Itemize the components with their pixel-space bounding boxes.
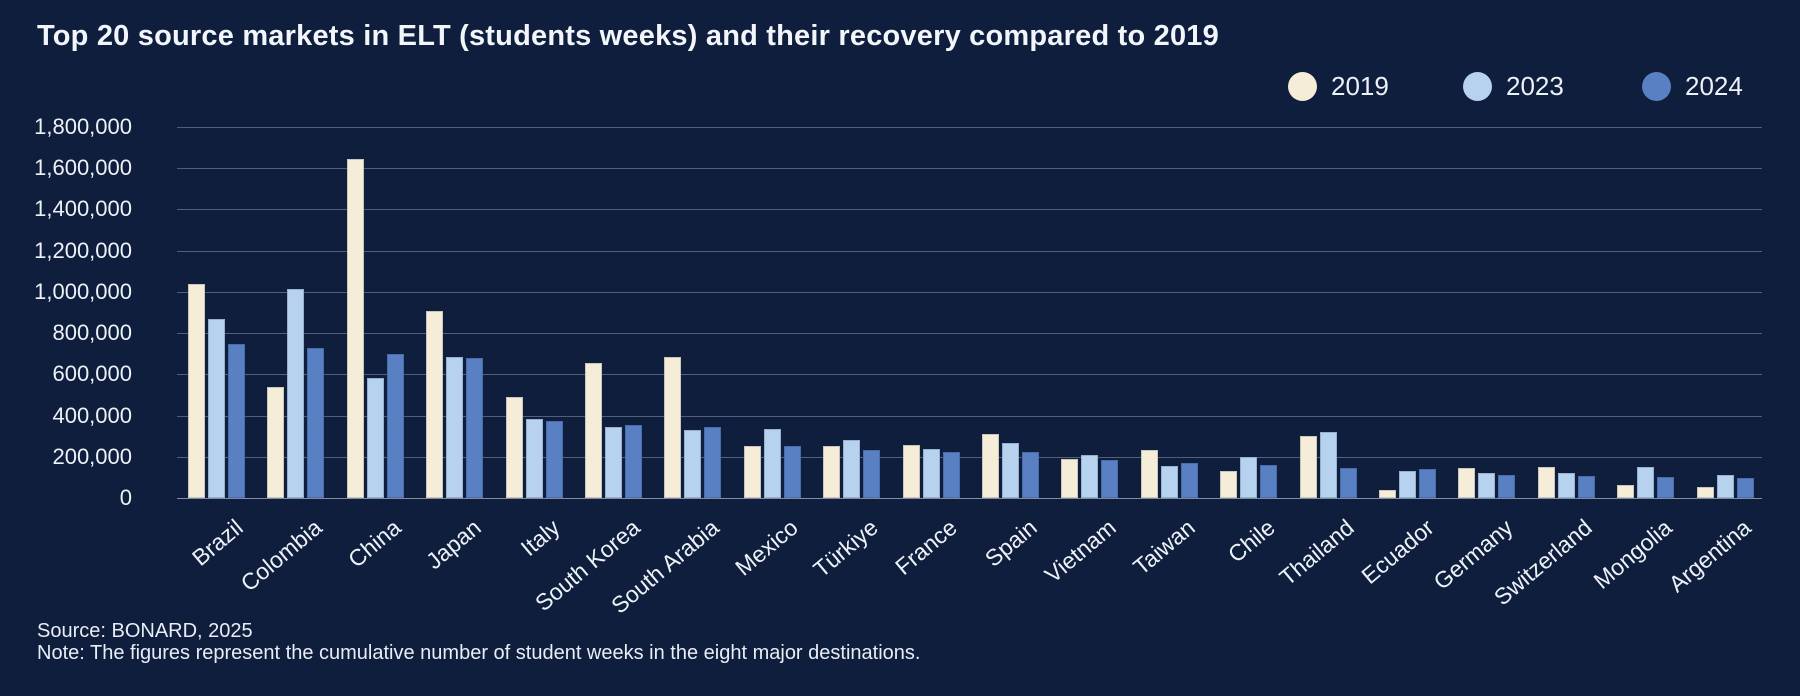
y-tick-label: 1,400,000 xyxy=(34,196,132,221)
bar-t-rkiye-2019 xyxy=(823,446,840,498)
bar-china-2024 xyxy=(387,354,404,498)
bar-spain-2019 xyxy=(982,434,999,498)
source-note: Source: BONARD, 2025 xyxy=(37,620,253,642)
bar-colombia-2019 xyxy=(267,387,284,498)
bar-spain-2023 xyxy=(1002,443,1019,498)
bar-germany-2019 xyxy=(1458,468,1475,498)
bar-italy-2023 xyxy=(526,419,543,498)
legend-label-2024: 2024 xyxy=(1685,71,1743,101)
bar-mongolia-2023 xyxy=(1637,467,1654,498)
gridline xyxy=(177,127,1762,128)
legend-dot-2024 xyxy=(1642,72,1671,101)
bar-south-arabia-2019 xyxy=(664,357,681,498)
bar-argentina-2019 xyxy=(1697,487,1714,498)
bar-brazil-2019 xyxy=(188,284,205,498)
bar-japan-2024 xyxy=(466,358,483,498)
bar-italy-2019 xyxy=(506,397,523,498)
bar-germany-2024 xyxy=(1498,475,1515,498)
bar-japan-2023 xyxy=(446,357,463,498)
bar-argentina-2024 xyxy=(1737,478,1754,498)
bar-mexico-2023 xyxy=(764,429,781,498)
y-tick-label: 0 xyxy=(119,485,132,510)
bar-mexico-2024 xyxy=(784,446,801,498)
legend-dot-2019 xyxy=(1288,72,1317,101)
bar-china-2019 xyxy=(347,159,364,498)
y-tick-label: 1,600,000 xyxy=(34,155,132,180)
y-tick-label: 1,800,000 xyxy=(34,114,132,139)
bar-south-korea-2023 xyxy=(605,427,622,498)
gridline xyxy=(177,168,1762,169)
gridline xyxy=(177,416,1762,417)
bar-thailand-2023 xyxy=(1320,432,1337,498)
bar-taiwan-2019 xyxy=(1141,450,1158,498)
gridline xyxy=(177,209,1762,210)
bar-ecuador-2023 xyxy=(1399,471,1416,498)
y-tick-label: 200,000 xyxy=(52,444,132,469)
bar-ecuador-2024 xyxy=(1419,469,1436,498)
legend-item-2024: 2024 xyxy=(1642,71,1743,102)
legend-item-2023: 2023 xyxy=(1463,71,1564,102)
y-tick-label: 600,000 xyxy=(52,361,132,386)
bar-switzerland-2019 xyxy=(1538,467,1555,498)
bar-mongolia-2024 xyxy=(1657,477,1674,498)
bar-south-arabia-2024 xyxy=(704,427,721,498)
legend-label-2019: 2019 xyxy=(1331,71,1389,101)
bar-brazil-2023 xyxy=(208,319,225,498)
y-tick-label: 800,000 xyxy=(52,320,132,345)
gridline xyxy=(177,251,1762,252)
bar-south-korea-2024 xyxy=(625,425,642,498)
bar-italy-2024 xyxy=(546,421,563,498)
bar-taiwan-2024 xyxy=(1181,463,1198,498)
bar-thailand-2024 xyxy=(1340,468,1357,498)
bar-chile-2024 xyxy=(1260,465,1277,498)
bar-mongolia-2019 xyxy=(1617,485,1634,498)
bar-switzerland-2024 xyxy=(1578,476,1595,498)
bar-brazil-2024 xyxy=(228,344,245,498)
legend-item-2019: 2019 xyxy=(1288,71,1389,102)
bar-japan-2019 xyxy=(426,311,443,498)
bar-south-arabia-2023 xyxy=(684,430,701,498)
bar-thailand-2019 xyxy=(1300,436,1317,498)
chart-footer: Source: BONARD, 2025 Note: The figures r… xyxy=(37,620,921,664)
bar-chile-2019 xyxy=(1220,471,1237,498)
figures-note: Note: The figures represent the cumulati… xyxy=(37,641,921,664)
bar-china-2023 xyxy=(367,378,384,498)
legend-dot-2023 xyxy=(1463,72,1492,101)
bar-vietnam-2023 xyxy=(1081,455,1098,498)
y-tick-label: 1,200,000 xyxy=(34,238,132,263)
x-axis-line xyxy=(177,498,1762,499)
bar-taiwan-2023 xyxy=(1161,466,1178,498)
y-tick-label: 1,000,000 xyxy=(34,279,132,304)
bar-switzerland-2023 xyxy=(1558,473,1575,498)
bar-t-rkiye-2023 xyxy=(843,440,860,498)
y-tick-label: 400,000 xyxy=(52,403,132,428)
bar-france-2023 xyxy=(923,449,940,498)
bar-france-2019 xyxy=(903,445,920,498)
gridline xyxy=(177,292,1762,293)
bar-germany-2023 xyxy=(1478,473,1495,498)
legend-label-2023: 2023 xyxy=(1506,71,1564,101)
gridline xyxy=(177,333,1762,334)
bar-vietnam-2024 xyxy=(1101,460,1118,498)
bar-ecuador-2019 xyxy=(1379,490,1396,498)
bar-colombia-2023 xyxy=(287,289,304,498)
bar-chile-2023 xyxy=(1240,457,1257,498)
bar-spain-2024 xyxy=(1022,452,1039,498)
bar-colombia-2024 xyxy=(307,348,324,498)
bar-mexico-2019 xyxy=(744,446,761,498)
bar-vietnam-2019 xyxy=(1061,459,1078,498)
chart-title: Top 20 source markets in ELT (students w… xyxy=(37,20,1219,52)
bar-france-2024 xyxy=(943,452,960,498)
gridline xyxy=(177,374,1762,375)
bar-south-korea-2019 xyxy=(585,363,602,498)
bar-argentina-2023 xyxy=(1717,475,1734,498)
gridline xyxy=(177,457,1762,458)
bar-t-rkiye-2024 xyxy=(863,450,880,498)
